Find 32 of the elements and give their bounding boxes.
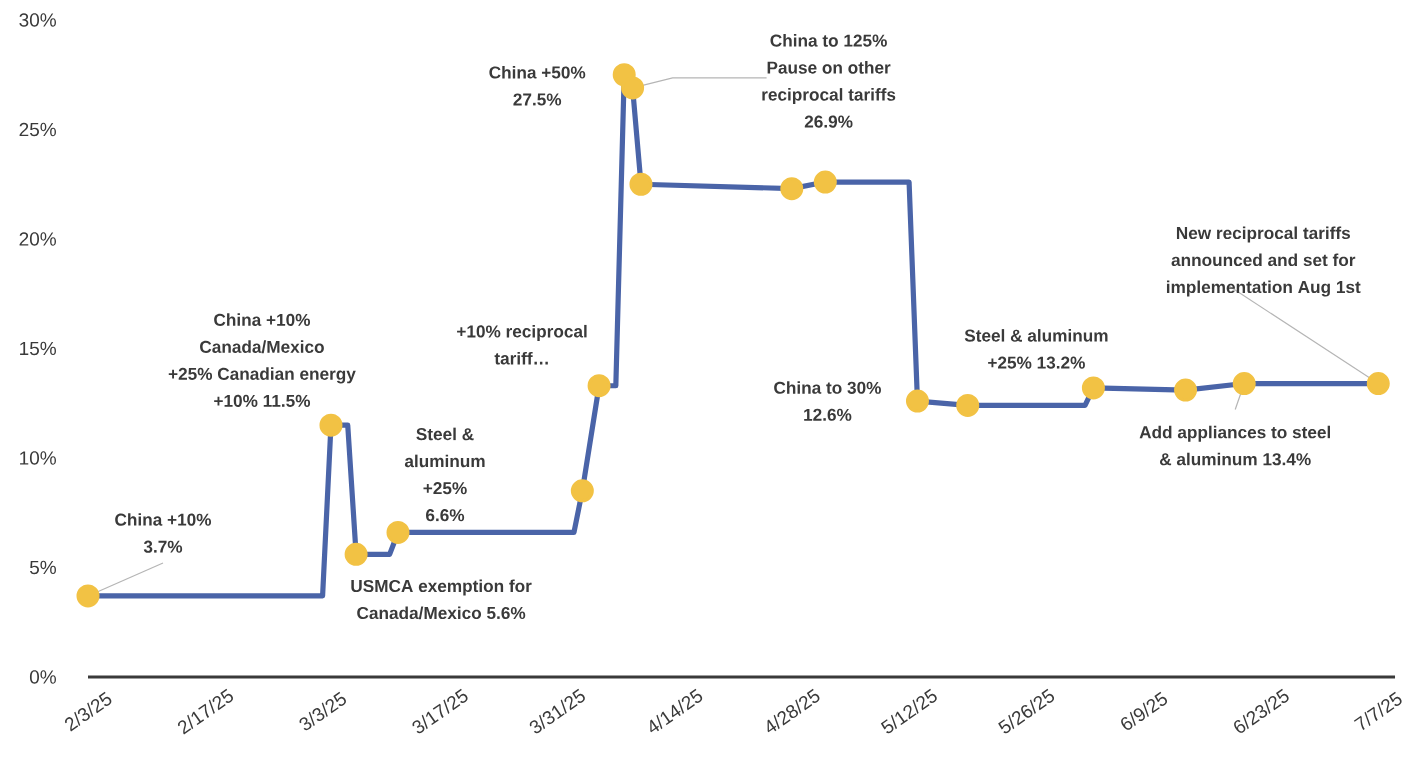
- annotation: Steel & aluminum +25% 6.6%: [404, 427, 485, 522]
- annotation: +10% reciprocal tariff…: [457, 324, 587, 365]
- point: [344, 542, 368, 566]
- point: [1174, 378, 1198, 402]
- point: [1232, 372, 1256, 396]
- y-tick-label: 10%: [20, 451, 56, 465]
- point: [1081, 376, 1105, 400]
- annotation: USMCA exemption for Canada/Mexico 5.6%: [351, 579, 532, 620]
- annotation: China +10% 3.7%: [115, 513, 212, 553]
- y-tick-label: 15%: [20, 341, 56, 356]
- annotation: Steel & aluminum +25% 13.2%: [964, 329, 1108, 369]
- point: [570, 479, 594, 503]
- annotation: China +10% Canada/Mexico +25% Canadian energy +10% 11.5%: [168, 313, 356, 407]
- y-tick-label: 20%: [19, 232, 56, 246]
- annotation: Add appliances to steel & aluminum 13.4%: [1139, 425, 1331, 466]
- point: [780, 177, 804, 201]
- y-tick-label: 25%: [19, 122, 56, 137]
- annotation: China +50% 27.5%: [489, 65, 586, 106]
- point: [386, 520, 410, 544]
- y-tick-label: 0%: [29, 670, 56, 684]
- y-tick-label: 30%: [19, 13, 56, 27]
- point: [956, 393, 980, 417]
- point: [587, 374, 611, 398]
- point: [629, 172, 653, 196]
- point: [319, 413, 343, 437]
- annotation: China to 125% Pause on other reciprocal tariffs 26.9%: [762, 34, 896, 128]
- annotation: New reciprocal tariffs announced and set for implementation Aug 1st: [1166, 226, 1361, 297]
- annotation: China to 30% 12.6%: [774, 381, 881, 421]
- point: [905, 389, 929, 413]
- point: [621, 76, 645, 100]
- point: [813, 170, 837, 194]
- y-tick-label: 5%: [29, 560, 56, 575]
